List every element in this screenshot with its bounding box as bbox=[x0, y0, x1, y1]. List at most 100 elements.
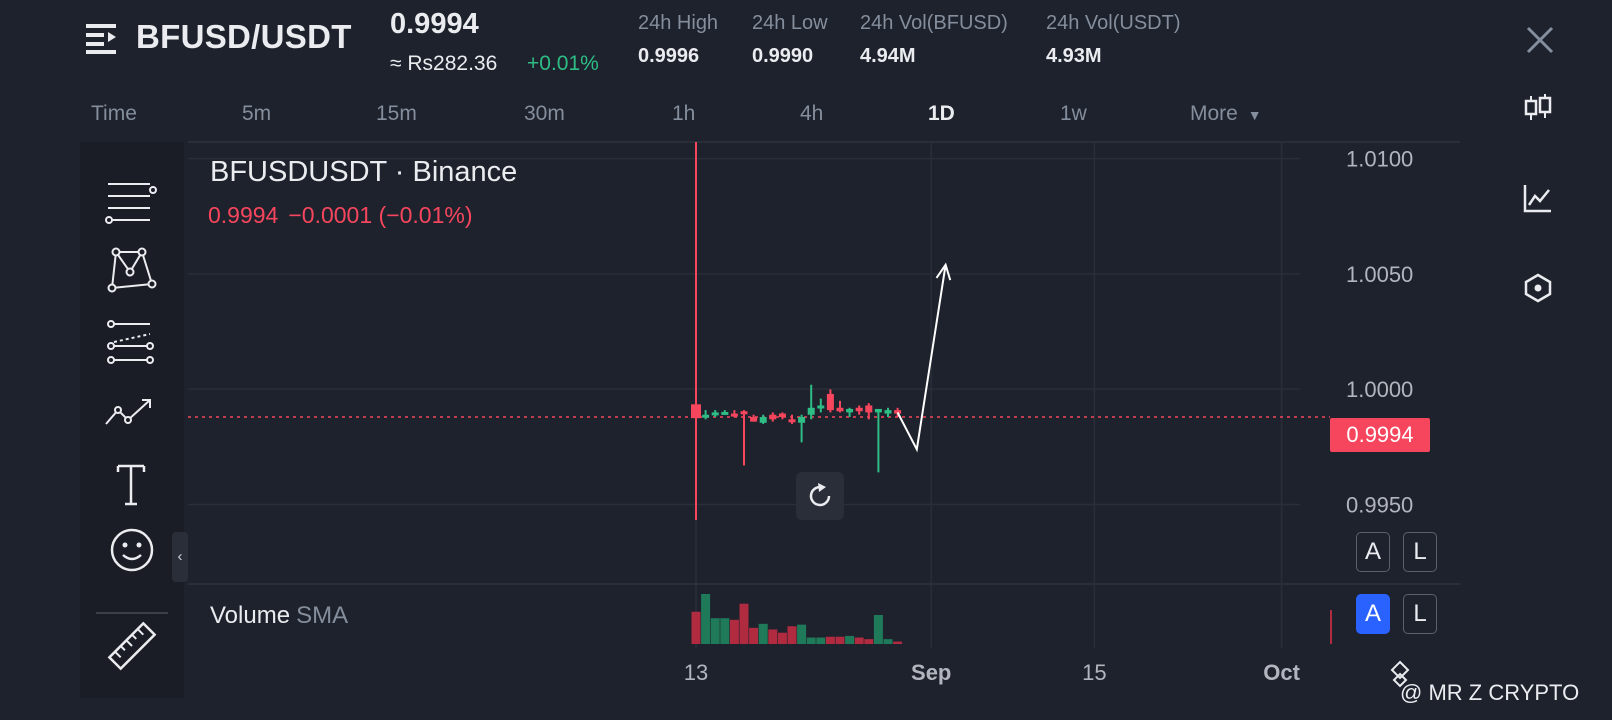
reset-chart-icon[interactable] bbox=[796, 472, 844, 520]
volume-legend: Volume SMA bbox=[210, 602, 348, 630]
candle-body bbox=[759, 417, 767, 423]
volume-bar bbox=[749, 627, 759, 644]
stat-24h-low: 24h Low 0.9990 bbox=[752, 12, 828, 68]
candle-body bbox=[711, 412, 719, 416]
tab-4h[interactable]: 4h bbox=[800, 102, 824, 125]
volume-bar bbox=[797, 624, 807, 644]
candle-body bbox=[778, 413, 786, 418]
volume-label: Volume bbox=[210, 602, 291, 629]
drawing-toolbar bbox=[80, 142, 184, 698]
ohlc-price: 0.9994 bbox=[208, 202, 279, 228]
indicator-chart-icon[interactable] bbox=[1522, 182, 1554, 214]
candle-body bbox=[750, 417, 758, 422]
y-tick-label: 1.0000 bbox=[1346, 377, 1413, 402]
candle-body bbox=[855, 407, 863, 412]
stat-value: 0.9996 bbox=[638, 45, 700, 67]
stat-label: 24h Low bbox=[752, 12, 828, 34]
candle-body bbox=[702, 414, 710, 418]
chart-axes: 1.0100 1.0050 1.0000 0.9950 13 Sep 15 Oct bbox=[684, 147, 1414, 685]
candle-body bbox=[798, 417, 806, 423]
parallel-channel-icon[interactable] bbox=[104, 318, 160, 370]
candle-body bbox=[874, 408, 882, 413]
candle-body bbox=[836, 407, 844, 412]
path-tool-icon[interactable] bbox=[104, 390, 160, 442]
candle-body bbox=[865, 405, 873, 413]
last-price: 0.9994 bbox=[390, 8, 479, 40]
menu-icon[interactable] bbox=[86, 24, 122, 54]
ohlc-change: −0.0001 (−0.01%) bbox=[288, 202, 473, 228]
auto-scale-button[interactable]: A bbox=[1356, 532, 1390, 572]
pattern-tool-icon[interactable] bbox=[104, 244, 160, 296]
watermark-logo-icon bbox=[1390, 660, 1410, 688]
volume-log-scale-button[interactable]: L bbox=[1403, 594, 1437, 634]
emoji-icon[interactable] bbox=[104, 524, 160, 576]
tab-30m[interactable]: 30m bbox=[524, 102, 565, 125]
log-scale-button[interactable]: L bbox=[1403, 532, 1437, 572]
candlestick-chart-icon[interactable] bbox=[1522, 92, 1554, 124]
trend-drawing bbox=[896, 262, 952, 453]
volume-bar bbox=[720, 618, 730, 644]
candlestick-series bbox=[691, 384, 902, 473]
text-tool-icon[interactable] bbox=[104, 460, 160, 512]
stat-label: 24h Vol(BFUSD) bbox=[860, 12, 1008, 34]
ruler-icon[interactable] bbox=[104, 620, 160, 672]
candle-body bbox=[721, 411, 729, 415]
candle-body bbox=[788, 419, 796, 423]
settings-hexagon-icon[interactable] bbox=[1522, 272, 1554, 304]
ohlc-legend: 0.9994 −0.0001 (−0.01%) bbox=[208, 202, 483, 229]
candle-body bbox=[807, 407, 815, 415]
tab-more-label: More bbox=[1190, 102, 1238, 125]
tab-5m[interactable]: 5m bbox=[242, 102, 272, 125]
candle-body bbox=[846, 408, 854, 413]
volume-auto-scale-button[interactable]: A bbox=[1356, 594, 1390, 634]
volume-bar bbox=[758, 623, 768, 644]
candle-body bbox=[826, 393, 834, 411]
volume-bar bbox=[854, 637, 864, 644]
volume-bar bbox=[816, 637, 826, 644]
volume-bar bbox=[806, 637, 816, 644]
candle-body bbox=[817, 405, 825, 409]
toolbar-divider bbox=[96, 612, 168, 614]
chart-grid bbox=[188, 141, 1460, 648]
watermark-text: @ MR Z CRYPTO bbox=[1400, 680, 1580, 705]
collapse-toolbar-button[interactable]: ‹ bbox=[172, 532, 188, 582]
volume-bar bbox=[701, 594, 711, 644]
stat-label: 24h High bbox=[638, 12, 719, 34]
volume-bar bbox=[835, 636, 845, 644]
fib-levels-icon[interactable] bbox=[104, 176, 160, 228]
caret-down-icon: ▼ bbox=[1247, 107, 1262, 123]
candle-body bbox=[691, 404, 701, 419]
x-tick-label: 13 bbox=[684, 660, 708, 685]
volume-bar bbox=[777, 632, 787, 644]
candle-body bbox=[769, 414, 777, 420]
volume-bar bbox=[883, 639, 893, 644]
tab-15m[interactable]: 15m bbox=[376, 102, 417, 125]
stat-24h-vol-usdt: 24h Vol(USDT) 4.93M bbox=[1046, 12, 1181, 68]
close-icon[interactable] bbox=[1524, 24, 1556, 56]
y-tick-label: 0.9950 bbox=[1346, 492, 1413, 517]
change-percent: +0.01% bbox=[527, 52, 599, 75]
volume-bar bbox=[729, 619, 739, 644]
pair-title[interactable]: BFUSD/USDT bbox=[136, 18, 352, 55]
tab-1d[interactable]: 1D bbox=[928, 102, 955, 125]
y-tick-label: 1.0050 bbox=[1346, 262, 1413, 287]
volume-bar bbox=[864, 639, 874, 644]
volume-bar bbox=[787, 626, 797, 644]
tab-more[interactable]: More ▼ bbox=[1190, 102, 1262, 126]
tab-1h[interactable]: 1h bbox=[672, 102, 696, 125]
volume-sma-label: SMA bbox=[296, 602, 349, 629]
tab-1w[interactable]: 1w bbox=[1060, 102, 1087, 125]
stat-24h-high: 24h High 0.9996 bbox=[638, 12, 718, 68]
candle-body bbox=[884, 410, 892, 414]
volume-bar bbox=[873, 614, 883, 644]
candle-body bbox=[740, 411, 748, 415]
y-tick-label: 1.0100 bbox=[1346, 147, 1413, 172]
tab-time[interactable]: Time bbox=[91, 102, 137, 125]
current-price-tag: 0.9994 bbox=[1330, 418, 1430, 452]
x-tick-label: Oct bbox=[1263, 660, 1300, 685]
volume-bar bbox=[825, 636, 835, 644]
stat-label: 24h Vol(USDT) bbox=[1046, 12, 1181, 34]
fiat-price: ≈ Rs282.36 bbox=[390, 52, 498, 75]
x-tick-label: 15 bbox=[1082, 660, 1106, 685]
